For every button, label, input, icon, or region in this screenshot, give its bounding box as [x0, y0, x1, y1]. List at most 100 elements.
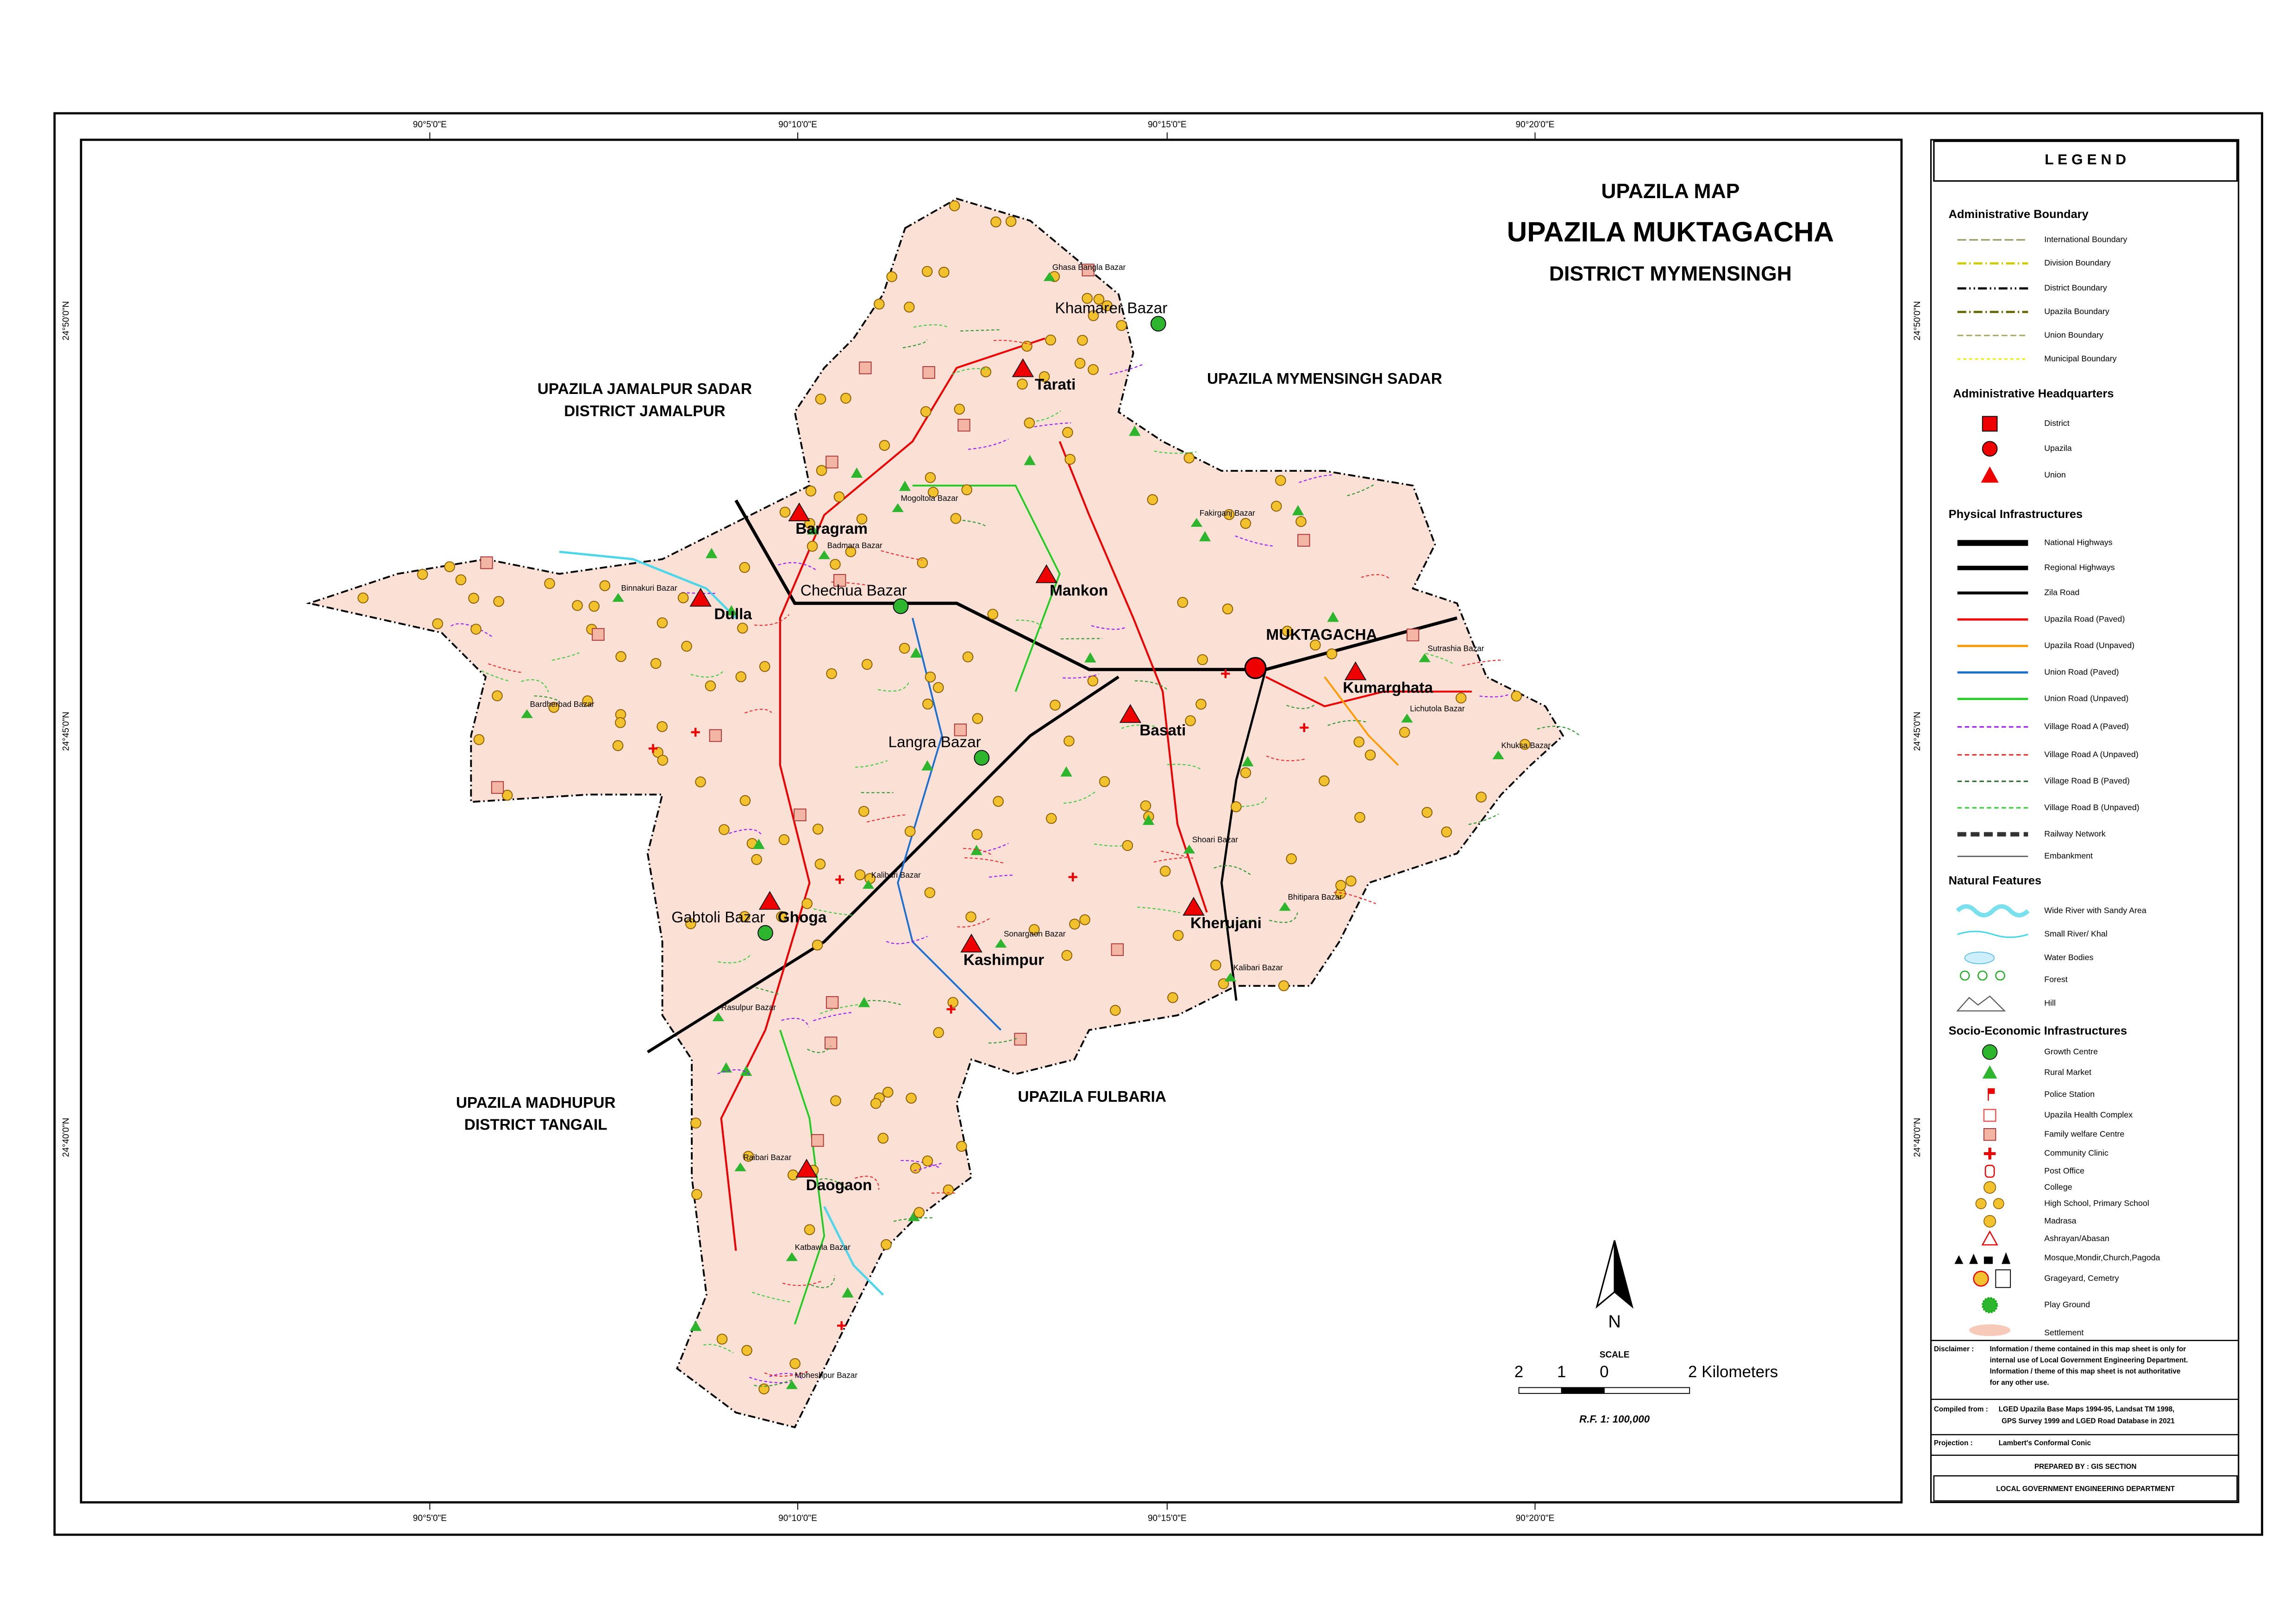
school-symbol [921, 266, 933, 277]
market-symbol [740, 1065, 752, 1076]
legend-heading: Administrative Headquarters [1953, 387, 2114, 400]
village-road [957, 519, 986, 527]
place-label: Khamarer Bazar [1055, 300, 1168, 317]
legend-symbol [1964, 951, 1995, 964]
school-symbol [1441, 826, 1452, 837]
school-symbol [739, 911, 751, 922]
market-symbol [1292, 505, 1304, 516]
legend-symbol [1993, 1198, 2004, 1210]
school-symbol [1455, 693, 1467, 704]
place-label: Basati [1139, 722, 1186, 739]
legend-symbol [1969, 1324, 2011, 1336]
neighbor-label: UPAZILA JAMALPUR SADAR [538, 381, 752, 398]
market-symbol [970, 844, 982, 855]
school-symbol [1045, 813, 1057, 824]
village-road [769, 1373, 802, 1379]
school-symbol [1116, 320, 1127, 331]
rural-market [892, 503, 904, 512]
village-road [913, 1162, 944, 1172]
welfare-symbol [859, 362, 872, 375]
rural-market [1279, 902, 1291, 911]
school-symbol [962, 651, 974, 662]
school-symbol [716, 1334, 728, 1345]
school-symbol [1079, 914, 1090, 925]
school-symbol [938, 267, 950, 278]
village-road [521, 679, 549, 693]
village-road [866, 814, 907, 823]
place-label: Khuksa Bazar [1501, 741, 1551, 750]
school-symbol [1110, 1005, 1121, 1016]
rural-market [818, 550, 830, 559]
village-road [952, 368, 989, 375]
school-symbol [1476, 792, 1487, 803]
school-symbol [947, 997, 959, 1008]
latitude-label: 24°45'0"N [61, 712, 71, 751]
welfare-symbol [1111, 943, 1124, 956]
legend-symbol [1983, 1128, 1996, 1141]
place-label: Gabtoli Bazar [671, 909, 765, 926]
market-symbol [1060, 766, 1072, 777]
school-symbol [917, 557, 928, 568]
village-road [957, 917, 991, 928]
school-symbol [1088, 310, 1099, 321]
longitude-label: 90°10'0"E [778, 120, 817, 130]
school-symbol [1240, 767, 1251, 779]
legend-symbol [1982, 1065, 1997, 1079]
market-symbol [1242, 756, 1254, 767]
growth-centre [1150, 316, 1166, 332]
village-road [1361, 574, 1391, 580]
legend-item: Madrasa [2044, 1216, 2076, 1225]
place-label: Chechua Bazar [801, 582, 907, 599]
school-symbol [1147, 494, 1158, 506]
legend-item: Upazila Health Complex [2044, 1110, 2133, 1119]
legend-item: Embankment [2044, 851, 2093, 861]
note-label: Disclaimer : [1934, 1345, 1974, 1353]
clinic-symbol [1221, 669, 1230, 678]
school-symbol [1224, 509, 1235, 520]
legend-symbol [1959, 970, 2005, 981]
village-road [1060, 638, 1102, 640]
neighbors-and-places: UPAZILA JAMALPUR SADAR DISTRICT JAMALPUR U… [456, 262, 1551, 1389]
market-symbol [720, 1062, 732, 1073]
growth-centre [893, 598, 909, 614]
village-road [960, 329, 1000, 332]
neighbor-label: UPAZILA FULBARIA [1018, 1088, 1166, 1105]
school-symbol [913, 1207, 925, 1218]
school-symbol [886, 271, 897, 282]
legend-item: Zila Road [2044, 588, 2079, 597]
village-road [886, 936, 928, 944]
school-symbol [1122, 840, 1133, 851]
rural-market [1419, 653, 1431, 662]
school-symbol [1421, 807, 1433, 818]
village-road [993, 340, 1034, 346]
scale-segment [1561, 1387, 1605, 1394]
legend-item: Forest [2044, 975, 2067, 984]
school-symbol [949, 200, 960, 212]
rural-market [1224, 973, 1237, 982]
village-road [988, 1037, 1019, 1044]
legend-item: Rural Market [2044, 1067, 2091, 1077]
village-road [755, 987, 780, 995]
school-symbol [1183, 452, 1195, 464]
north-arrow: N [1595, 1240, 1634, 1332]
legend-symbol [1981, 1230, 1998, 1246]
clinic-symbol [835, 875, 845, 884]
union-hq [1119, 704, 1141, 723]
village-road [1154, 450, 1197, 454]
village-road [703, 1344, 734, 1354]
school-symbol [1039, 371, 1050, 382]
school-symbol [1197, 654, 1208, 665]
note-label: Projection : [1934, 1439, 1973, 1447]
note-label: Compiled from : [1934, 1405, 1988, 1413]
market-symbol [858, 997, 870, 1007]
school-symbol [870, 1098, 882, 1109]
school-symbol [1093, 293, 1105, 305]
latitude-label: 24°50'0"N [1913, 301, 1922, 341]
village-road [754, 1379, 794, 1387]
school-symbol [840, 393, 851, 404]
school-symbol [615, 651, 626, 662]
school-symbol [933, 1027, 944, 1038]
north-label: N [1608, 1312, 1621, 1332]
place-label: Badmara Bazar [827, 541, 882, 550]
school-symbol [685, 918, 696, 930]
